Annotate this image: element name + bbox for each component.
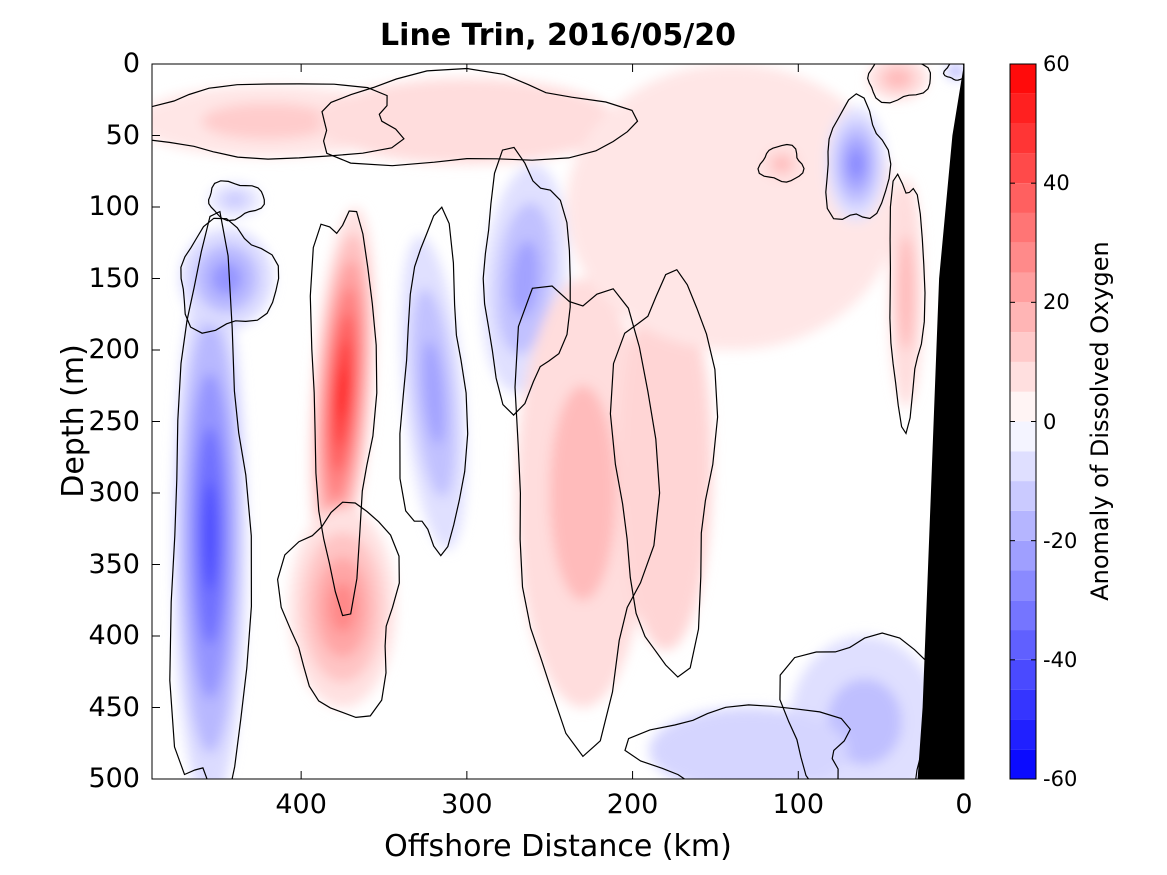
colorbar-band--15--10 — [1010, 481, 1036, 511]
colorbar-tick-label--60: -60 — [1043, 767, 1078, 791]
colorbar-band-30-35 — [1010, 212, 1036, 243]
anomaly-region-7-level-0 — [317, 78, 616, 165]
colorbar-band--20--15 — [1010, 510, 1036, 541]
colorbar-band-50-55 — [1010, 93, 1036, 124]
y-axis-label: Depth (m) — [56, 344, 91, 498]
colorbar-tick-label--20: -20 — [1043, 528, 1078, 553]
x-tick-label-200: 200 — [606, 789, 659, 820]
x-tick-label-0: 0 — [955, 789, 973, 820]
y-tick-label-450: 450 — [88, 691, 140, 723]
y-tick-label-250: 250 — [88, 405, 140, 437]
zero-contour-12 — [757, 143, 805, 183]
x-tick-label-400: 400 — [275, 789, 327, 820]
y-ticks — [152, 63, 964, 780]
colorbar-band-10-15 — [1010, 332, 1036, 362]
colorbar-band-15-20 — [1010, 302, 1036, 333]
anomaly-region-1-level-2 — [211, 261, 243, 296]
zero-contour-9 — [514, 285, 661, 758]
anomaly-region-5-level-1 — [201, 103, 335, 140]
y-tick-label-50: 50 — [105, 119, 140, 151]
zero-contours — [152, 64, 964, 779]
anomaly-region-10-level-0 — [619, 278, 713, 651]
colorbar-band-55-60 — [1010, 64, 1036, 94]
chart-title: Line Trin, 2016/05/20 — [380, 18, 736, 53]
y-tick-label-300: 300 — [88, 477, 140, 508]
zero-contour-15 — [889, 173, 926, 435]
colorbar-band--50--45 — [1010, 689, 1036, 720]
anomaly-region-2-level-1 — [221, 191, 249, 209]
anomaly-region-13-level-3 — [848, 149, 864, 179]
x-ticks — [300, 64, 965, 779]
colorbar-band--5-0 — [1010, 421, 1036, 452]
zero-contour-17 — [624, 704, 852, 779]
zero-contour-18 — [942, 64, 964, 81]
colorbar-band--10--5 — [1010, 451, 1036, 482]
colorbar-band--55--50 — [1010, 719, 1036, 750]
colorbar-band-20-25 — [1010, 272, 1036, 303]
colorbar-tick-label-20: 20 — [1043, 290, 1070, 315]
colorbar-band-5-10 — [1010, 361, 1036, 392]
colorbar-band-0-5 — [1010, 391, 1036, 422]
colorbar-band-45-50 — [1010, 123, 1036, 154]
anomaly-region-11-level-0 — [566, 64, 898, 350]
anomaly-region-15-level-1 — [897, 235, 915, 350]
zero-contour-14 — [867, 64, 932, 104]
zero-contour-7 — [321, 67, 639, 167]
colorbar — [1009, 63, 1037, 780]
colorbar-band-35-40 — [1010, 183, 1036, 213]
anomaly-region-9-level-1 — [549, 385, 616, 601]
y-tick-label-0: 0 — [122, 48, 140, 79]
anomaly-region-17-level-0 — [649, 707, 848, 779]
anomaly-field — [152, 64, 964, 779]
anomaly-region-3-level-6 — [337, 366, 348, 420]
zero-contour-3 — [309, 210, 378, 617]
anomaly-region-12-level-1 — [771, 155, 792, 173]
colorbar-band--60--55 — [1010, 749, 1036, 779]
colorbar-tick-label--40: -40 — [1043, 647, 1078, 672]
colorbar-band--40--35 — [1010, 630, 1036, 660]
zero-contour-5 — [152, 83, 405, 160]
colorbar-band--35--30 — [1010, 600, 1036, 631]
zero-contour-13 — [825, 93, 892, 221]
y-tick-label-400: 400 — [88, 620, 140, 651]
colorbar-tick-label-0: 0 — [1043, 409, 1057, 434]
x-tick-label-300: 300 — [441, 789, 493, 820]
x-tick-label-100: 100 — [772, 789, 825, 820]
colorbar-label: Anomaly of Dissolved Oxygen — [1086, 241, 1114, 601]
zero-contour-0 — [169, 210, 253, 779]
y-tick-label-150: 150 — [88, 262, 140, 294]
anomaly-region-8-level-2 — [510, 240, 540, 317]
x-axis-label: Offshore Distance (km) — [384, 829, 732, 864]
colorbar-tick-label-60: 60 — [1043, 52, 1070, 76]
zero-contour-10 — [609, 268, 719, 678]
y-tick-label-200: 200 — [88, 334, 140, 365]
bathymetry-mask — [917, 64, 964, 779]
zero-contour-6 — [399, 206, 469, 557]
y-tick-label-100: 100 — [88, 191, 140, 222]
colorbar-band--30--25 — [1010, 570, 1036, 601]
colorbar-band--25--20 — [1010, 540, 1036, 571]
zero-contour-4 — [276, 501, 400, 719]
colorbar-band-25-30 — [1010, 242, 1036, 273]
anomaly-region-6-level-2 — [422, 340, 445, 446]
y-tick-label-500: 500 — [88, 763, 140, 794]
colorbar-tick-label-40: 40 — [1043, 171, 1070, 196]
zero-contour-8 — [482, 146, 571, 416]
colorbar-band--45--40 — [1010, 659, 1036, 690]
zero-contour-2 — [207, 180, 265, 222]
zero-contour-1 — [180, 217, 280, 334]
y-tick-label-350: 350 — [88, 548, 140, 580]
anomaly-region-14-level-1 — [882, 67, 913, 90]
colorbar-band-40-45 — [1010, 153, 1036, 184]
zero-contour-16 — [779, 632, 951, 779]
anomaly-region-18-level-2 — [952, 68, 960, 75]
anomaly-region-0-level-4 — [202, 481, 218, 591]
